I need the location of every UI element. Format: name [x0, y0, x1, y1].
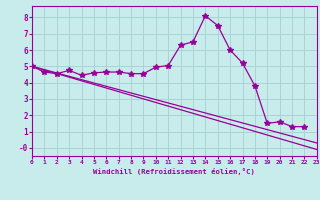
X-axis label: Windchill (Refroidissement éolien,°C): Windchill (Refroidissement éolien,°C) — [93, 168, 255, 175]
